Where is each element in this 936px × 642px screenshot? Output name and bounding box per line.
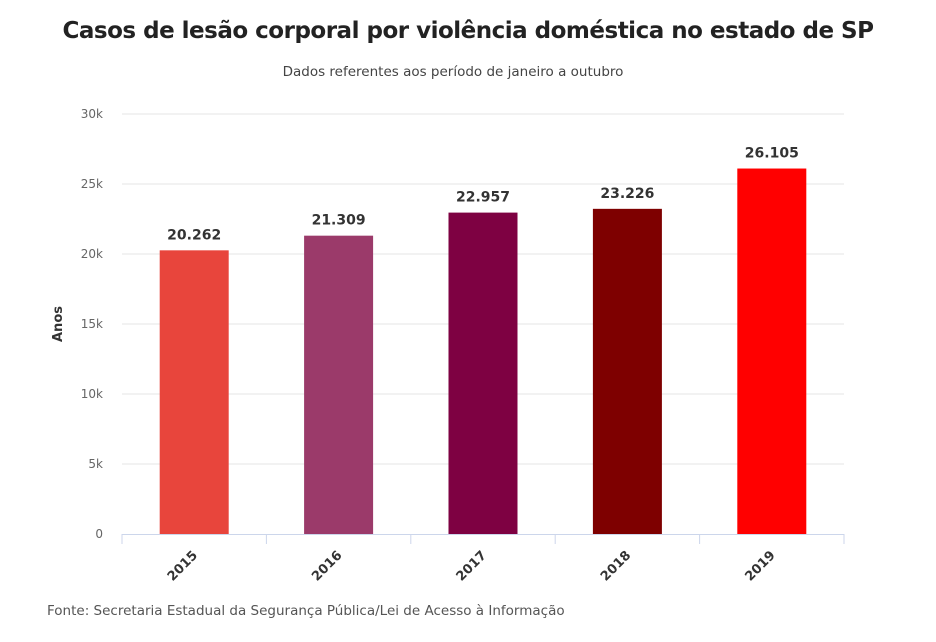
data-label: 20.262	[167, 227, 221, 243]
bar-2015[interactable]	[159, 250, 229, 534]
y-tick-label: 15k	[81, 317, 103, 331]
bars	[159, 168, 807, 535]
y-tick-label: 0	[95, 527, 103, 541]
bar-2018[interactable]	[592, 208, 662, 534]
y-axis-title: Anos	[51, 306, 66, 342]
x-tick-label: 2017	[454, 548, 490, 584]
y-axis-ticks: 0 5k 10k 15k 20k 25k 30k	[81, 107, 103, 541]
data-label: 26.105	[745, 146, 799, 162]
bar-2019[interactable]	[737, 168, 807, 534]
data-label: 21.309	[312, 213, 366, 229]
y-tick-label: 20k	[81, 247, 103, 261]
data-label: 22.957	[456, 190, 510, 206]
y-tick-label: 30k	[81, 107, 103, 121]
data-labels: 20.262 21.309 22.957 23.226 26.105	[167, 146, 799, 244]
y-tick-label: 25k	[81, 177, 103, 191]
bar-chart: 0 5k 10k 15k 20k 25k 30k 20.262 21.309 22.957 23.…	[51, 107, 845, 584]
chart-title: Casos de lesão corporal por violência do…	[62, 18, 874, 44]
x-axis: 2015 2016 2017 2018 2019	[121, 534, 845, 584]
source-note: Fonte: Secretaria Estadual da Segurança …	[47, 603, 565, 619]
data-label: 23.226	[600, 186, 654, 202]
x-tick-label: 2019	[742, 548, 778, 584]
x-tick-label: 2016	[309, 548, 345, 584]
x-tick-label: 2015	[165, 548, 201, 584]
x-tick-label: 2018	[598, 548, 634, 584]
y-tick-label: 10k	[81, 387, 103, 401]
bar-2017[interactable]	[448, 212, 518, 535]
chart-subtitle: Dados referentes aos período de janeiro …	[282, 64, 624, 80]
bar-2016[interactable]	[304, 235, 374, 534]
y-tick-label: 5k	[88, 457, 103, 471]
